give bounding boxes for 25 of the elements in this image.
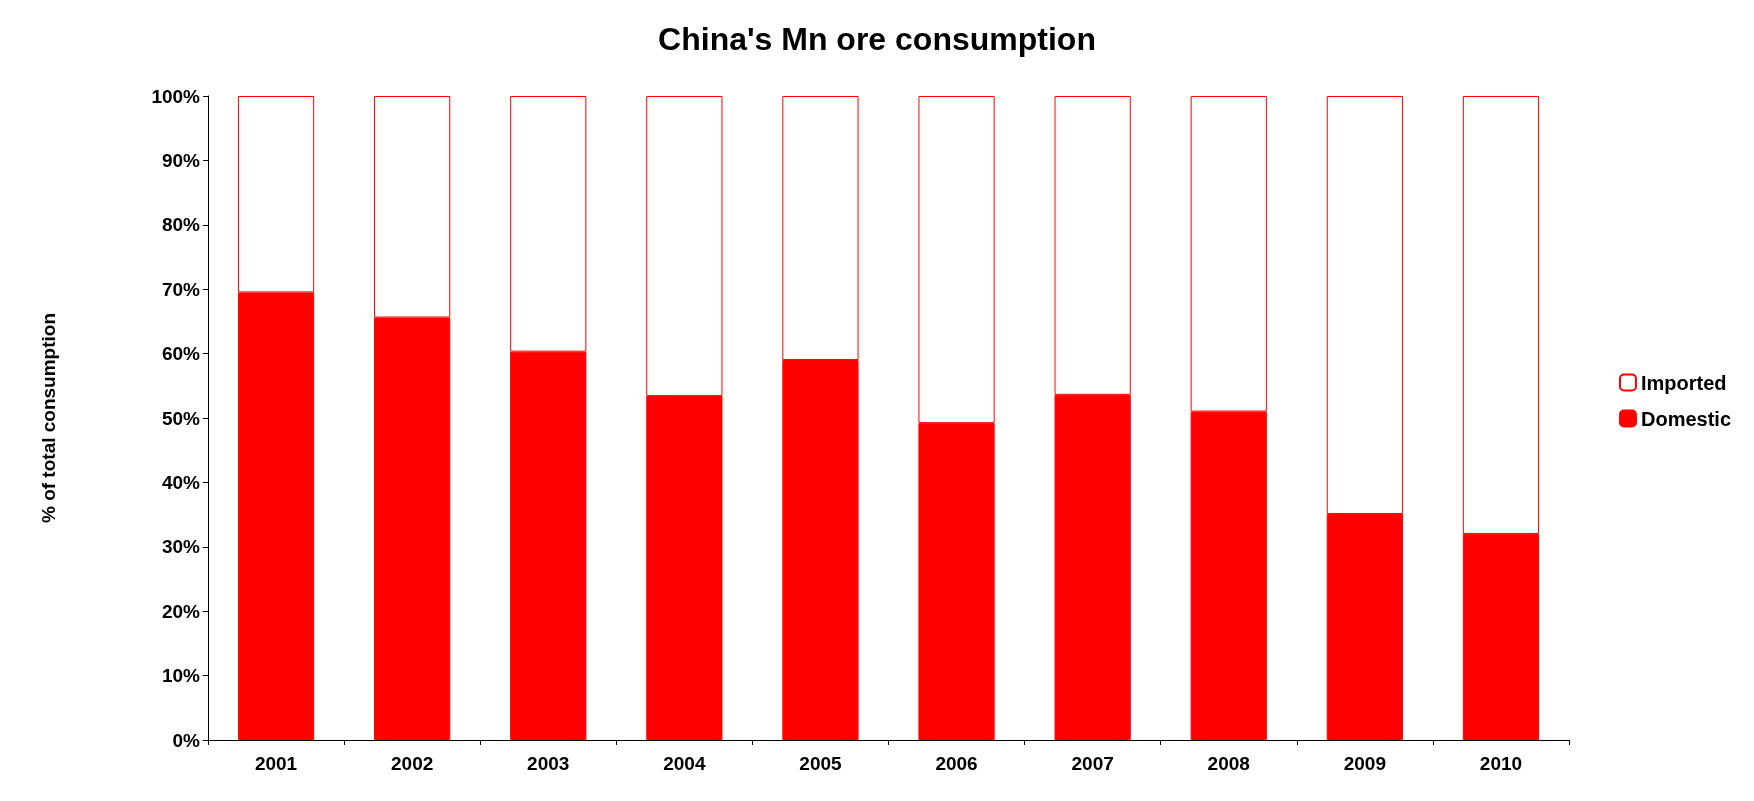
- y-axis-title: % of total consumption: [38, 312, 59, 524]
- y-tick-label: 30%: [161, 536, 201, 558]
- x-tick-label: 2003: [527, 753, 570, 774]
- y-tick-label: 50%: [161, 407, 201, 429]
- y-tick-label: 70%: [161, 278, 201, 300]
- y-tick-label: 80%: [161, 214, 201, 236]
- legend-label: Domestic: [1640, 407, 1731, 430]
- x-tick-label: 2002: [391, 753, 434, 774]
- y-tick-label: 60%: [161, 343, 201, 365]
- y-tick-label: 20%: [161, 600, 201, 622]
- y-tick-label: 90%: [161, 149, 201, 171]
- y-tick-label: 100%: [151, 85, 201, 107]
- y-tick-label: 10%: [161, 665, 201, 687]
- x-tick-label: 2001: [254, 753, 298, 774]
- y-tick-label: 40%: [161, 471, 201, 493]
- x-tick-label: 2004: [663, 753, 706, 774]
- legend-label: Imported: [1640, 371, 1727, 394]
- x-tick-label: 2009: [1343, 753, 1386, 774]
- y-tick-label: 0%: [172, 729, 201, 751]
- chart-title: China's Mn ore consumption: [658, 21, 1096, 57]
- x-tick-label: 2008: [1207, 753, 1250, 774]
- x-tick-label: 2006: [935, 753, 978, 774]
- x-tick-label: 2005: [799, 753, 843, 774]
- x-tick-label: 2010: [1479, 753, 1523, 774]
- x-tick-label: 2007: [1071, 753, 1114, 774]
